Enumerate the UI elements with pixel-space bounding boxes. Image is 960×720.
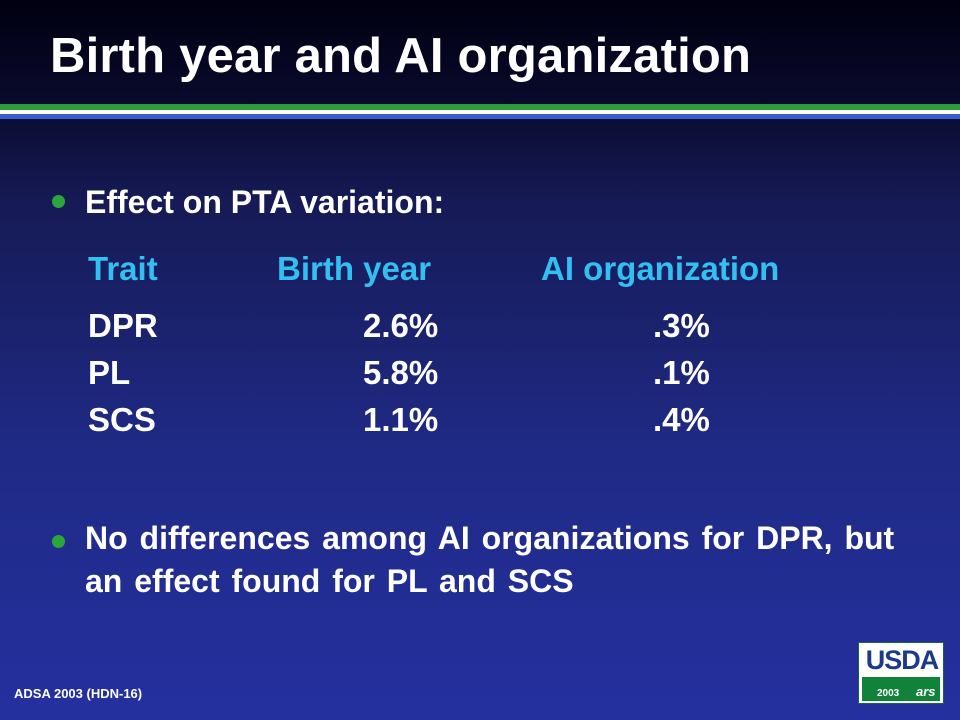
cell-ai-organization: .1%: [653, 354, 710, 391]
header-ai-organization: AI organization: [541, 250, 780, 287]
usda-logo-band: [862, 677, 940, 701]
title-rule-white: [0, 110, 960, 114]
bullet-item: No differences among AI organizations fo…: [52, 520, 895, 603]
usda-logo: USDA 2003 ars: [858, 642, 944, 704]
bullet-dot-icon: [52, 195, 65, 208]
table-row: SCS 1.1% .4%: [88, 401, 848, 448]
bullet-text: Effect on PTA variation:: [85, 184, 445, 220]
cell-birth-year: 5.8%: [363, 354, 439, 391]
footer-citation: ADSA 2003 (HDN-16): [14, 686, 143, 701]
cell-ai-organization: .3%: [653, 307, 710, 344]
table-row: DPR 2.6% .3%: [88, 307, 848, 354]
table-header-row: Trait Birth year AI organization: [88, 250, 848, 307]
bullet-text: No differences among AI organizations fo…: [85, 520, 895, 599]
header-trait: Trait: [88, 250, 158, 287]
bullet-item: Effect on PTA variation:: [52, 184, 444, 224]
cell-ai-organization: .4%: [653, 401, 710, 438]
cell-trait: SCS: [88, 401, 156, 438]
header-birth-year: Birth year: [277, 250, 432, 287]
cell-trait: DPR: [88, 307, 158, 344]
cell-birth-year: 2.6%: [363, 307, 439, 344]
title-rule-green: [0, 104, 960, 110]
usda-logo-year: 2003: [877, 688, 900, 699]
cell-trait: PL: [88, 354, 131, 391]
ars-logo-icon: ars: [916, 684, 936, 699]
title-rule-blue: [0, 114, 960, 119]
bullet-dot-icon: [52, 535, 65, 548]
table-row: PL 5.8% .1%: [88, 354, 848, 401]
slide-title: Birth year and AI organization: [50, 29, 752, 83]
usda-logo-text: USDA: [865, 645, 940, 675]
results-table: Trait Birth year AI organization DPR 2.6…: [88, 250, 848, 448]
cell-birth-year: 1.1%: [363, 401, 439, 438]
